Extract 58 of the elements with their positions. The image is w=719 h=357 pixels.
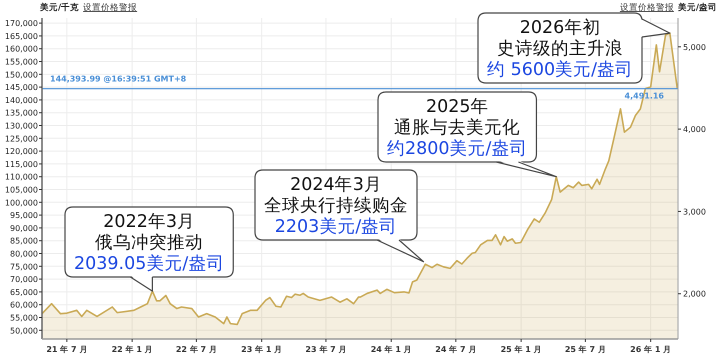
annotation: 约 5600美元/盎司 xyxy=(487,59,633,80)
x-tick-label: 23 年 7 月 xyxy=(305,345,346,354)
y-tick-label: 100,000 xyxy=(4,198,38,208)
text: 设置价格警报 xyxy=(620,2,674,13)
y-tick-label: 135,000 xyxy=(4,108,38,118)
x-tick-label: 21 年 7 月 xyxy=(46,345,88,354)
y-tick-label: 110,000 xyxy=(4,172,38,182)
y-tick-label: 140,000 xyxy=(4,96,38,105)
y-tick-label: 95,000 xyxy=(10,211,38,220)
y-tick-label: 165,000 xyxy=(4,32,38,41)
annotation: 2024年3月 xyxy=(290,175,382,195)
y-tick-label: 120,000 xyxy=(4,147,38,156)
annotation: 2203美元/盎司 xyxy=(274,216,398,237)
y2-tick-label: 4,000 xyxy=(683,125,706,134)
y-tick-label: 70,000 xyxy=(10,275,38,284)
y-tick-label: 150,000 xyxy=(4,70,38,80)
y-tick-label: 50,000 xyxy=(10,326,38,336)
annotation: 2025年 xyxy=(426,97,488,117)
annotation: 全球央行持续购金 xyxy=(264,196,408,216)
annotation: 俄乌冲突推动 xyxy=(95,232,204,253)
y2-tick-label: 5,000 xyxy=(683,42,706,52)
x-tick-label: 26 年 1 月 xyxy=(630,345,672,354)
annotation: 史诗级的主升浪 xyxy=(497,38,623,59)
y2-tick-label: 2,000 xyxy=(683,290,706,299)
y-tick-label: 115,000 xyxy=(4,160,38,169)
y-tick-label: 160,000 xyxy=(4,44,38,54)
x-tick-label: 22 年 1 月 xyxy=(112,345,153,354)
y-tick-label: 145,000 xyxy=(4,83,38,92)
y-tick-label: 60,000 xyxy=(10,300,38,310)
y-tick-label: 65,000 xyxy=(10,288,38,297)
x-tick-label: 24 年 1 月 xyxy=(370,345,412,354)
ref-line-label: 144,393.99 @16:39:51 GMT+8 xyxy=(50,74,187,84)
y-tick-label: 85,000 xyxy=(10,236,38,246)
y-tick-label: 90,000 xyxy=(10,224,38,233)
callout: 2022年3月 俄乌冲突推动 2039.05美元/盎司 xyxy=(64,206,234,292)
y-tick-label: 80,000 xyxy=(10,250,38,258)
y-tick-label: 105,000 xyxy=(4,186,38,195)
callout: 2026年初 史诗级的主升浪 约 5600美元/盎司 xyxy=(477,12,670,84)
y-tick-label: 125,000 xyxy=(4,134,38,144)
text: 设置价格警报 xyxy=(83,2,138,13)
annotation: 2022年3月 xyxy=(103,212,195,232)
x-tick-label: 25 年 7 月 xyxy=(564,345,606,354)
annotation: 2039.05美元/盎司 xyxy=(74,253,224,274)
y-tick-label: 170,000 xyxy=(4,19,38,28)
x-tick-label: 24 年 7 月 xyxy=(435,345,476,354)
x-tick-label: 23 年 1 月 xyxy=(241,345,282,354)
x-tick-label: 25 年 1 月 xyxy=(500,345,542,354)
y2-tick-label: 3,000 xyxy=(683,207,706,216)
annotation: 2026年初 xyxy=(520,17,600,38)
annotation: 约2800美元/盎司 xyxy=(387,138,528,159)
annotation: 通胀与去美元化 xyxy=(394,117,520,138)
y-tick-label: 155,000 xyxy=(4,58,38,67)
x-tick-label: 22 年 7 月 xyxy=(176,345,217,354)
y-tick-label: 55,000 xyxy=(10,314,38,322)
y-tick-label: 75,000 xyxy=(10,262,38,272)
y-tick-label: 130,000 xyxy=(4,122,38,131)
y-axis-title: 美元/千克 xyxy=(39,2,80,13)
y2-axis-title: 美元/盎司 xyxy=(676,2,717,13)
